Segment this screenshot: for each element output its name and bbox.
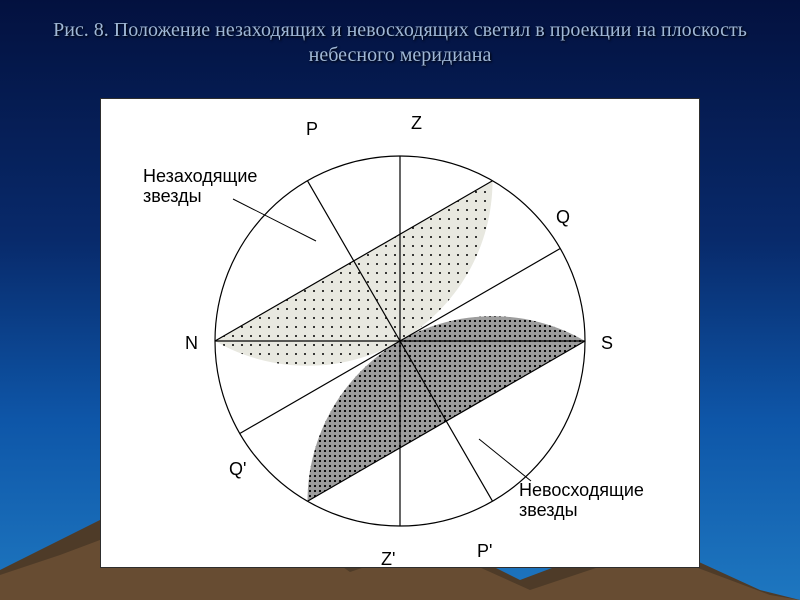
label-q: Q	[556, 207, 570, 228]
label-pp: P'	[477, 541, 492, 562]
label-p: P	[306, 119, 318, 140]
figure-panel: P Z Q S N Q' P' Z' Незаходящиезвезды Нев…	[100, 98, 700, 568]
label-circumpolar: Незаходящиезвезды	[143, 167, 257, 207]
slide-title: Рис. 8. Положение незаходящих и невосход…	[40, 18, 760, 68]
label-s: S	[601, 333, 613, 354]
label-z: Z	[411, 113, 422, 134]
slide: Рис. 8. Положение незаходящих и невосход…	[0, 0, 800, 600]
label-never-rising: Невосходящиезвезды	[519, 481, 644, 521]
label-qp: Q'	[229, 459, 246, 480]
label-zp: Z'	[381, 549, 395, 570]
label-n: N	[185, 333, 198, 354]
